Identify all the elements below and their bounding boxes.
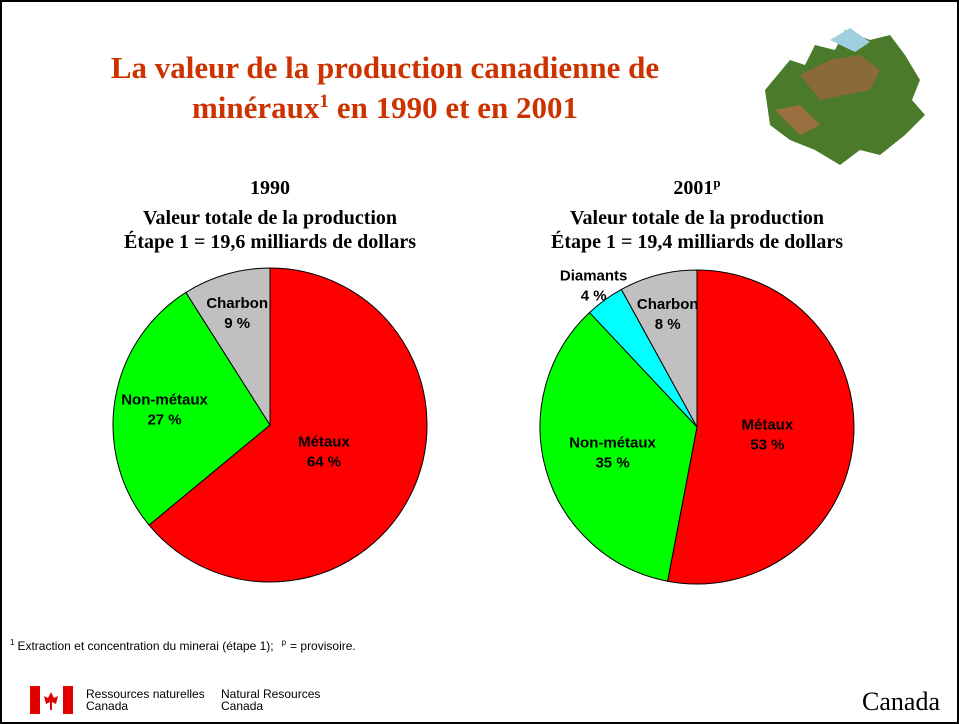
chart-subtitle: Valeur totale de la production xyxy=(143,207,397,229)
chart-title: 1990 xyxy=(250,177,290,199)
footnote-sup: 1 xyxy=(10,638,15,647)
title-line: minéraux1 en 1990 et en 2001 xyxy=(192,90,578,125)
slice-label: Charbon xyxy=(206,295,268,312)
chart-title-text: 1990 xyxy=(250,177,290,199)
pie-chart: 2001p Valeur totale de la productionÉtape… xyxy=(540,175,854,584)
slice-label: Diamants xyxy=(560,268,628,285)
title-text: en 1990 et en 2001 xyxy=(337,90,578,125)
footnote-text: Extraction et concentration du minerai (… xyxy=(17,639,273,653)
slice-value-label: 9 % xyxy=(224,315,250,332)
slide: La valeur de la production canadienne de… xyxy=(0,0,959,724)
slice-value-label: 27 % xyxy=(147,411,181,428)
wordmark: Canada xyxy=(862,687,940,716)
slice-label: Non-métaux xyxy=(121,391,208,408)
slice-label: Non-métaux xyxy=(569,435,656,452)
slice-value-label: 35 % xyxy=(595,455,629,472)
footnote-text: = provisoire. xyxy=(290,639,356,653)
chart-title-text: 2001 xyxy=(673,177,713,199)
slice-label: Métaux xyxy=(298,433,350,450)
chart-subtitle: Valeur totale de la production xyxy=(570,207,824,229)
title-sup: 1 xyxy=(319,91,329,112)
slice-value-label: 53 % xyxy=(750,437,784,454)
pie-chart: 1990 Valeur totale de la productionÉtape … xyxy=(113,177,427,582)
chart-subtitle: Étape 1 = 19,4 milliards de dollars xyxy=(551,230,843,253)
page: La valeur de la production canadienne de… xyxy=(0,0,959,724)
title-text: minéraux xyxy=(192,90,320,125)
slice-label: Métaux xyxy=(741,417,793,434)
slice-value-label: 64 % xyxy=(307,453,341,470)
footnote-sup: p xyxy=(282,638,287,647)
slice-label: Charbon xyxy=(637,296,699,313)
footer-text: Canada xyxy=(221,699,263,713)
title-line: La valeur de la production canadienne de xyxy=(111,50,659,85)
footer-text: Canada xyxy=(86,699,128,713)
chart-subtitle: Étape 1 = 19,6 milliards de dollars xyxy=(124,230,416,253)
chart-title-sup: p xyxy=(713,175,720,190)
slice-value-label: 4 % xyxy=(581,288,607,305)
slice-value-label: 8 % xyxy=(655,316,681,333)
